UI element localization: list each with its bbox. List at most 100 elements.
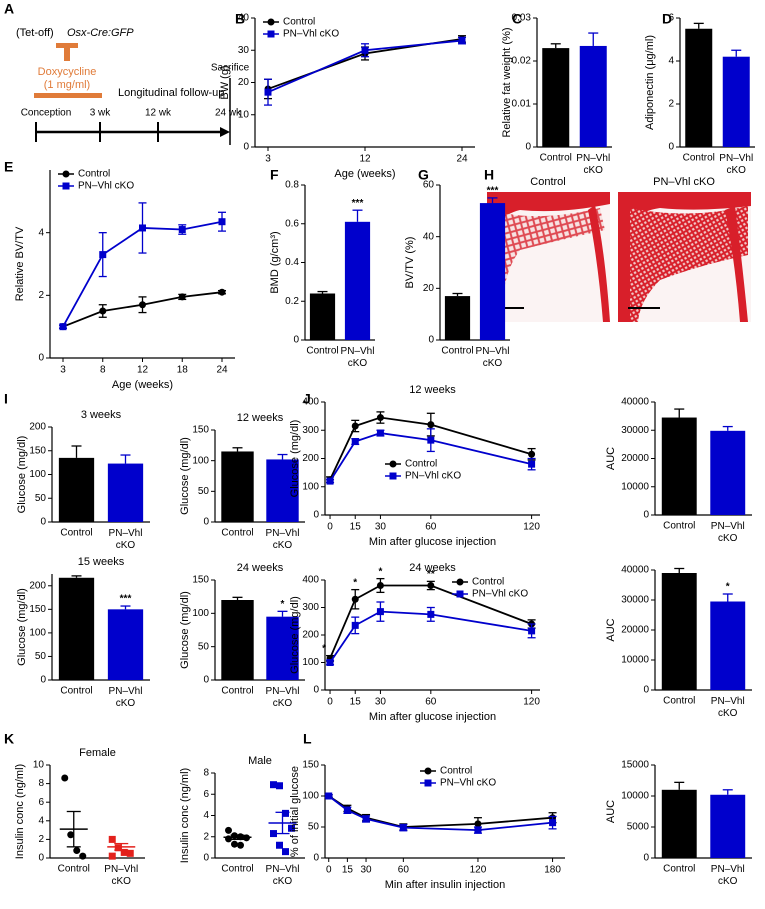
treatment-period — [34, 93, 102, 98]
x-axis-title: Min after glucose injection — [369, 536, 496, 548]
marker — [362, 815, 370, 823]
histology: H Control PN–Vhl cKO — [484, 167, 751, 322]
chart-title: 12 weeks — [237, 412, 284, 424]
y-tick-label: 200 — [29, 422, 46, 433]
y-tick-label: 30000 — [621, 595, 649, 606]
marker — [351, 438, 359, 446]
marker — [67, 831, 75, 839]
x-axis-title: Min after insulin injection — [385, 879, 505, 891]
y-axis-title: AUC — [605, 618, 617, 641]
y-tick-label: 0 — [38, 853, 44, 864]
y-tick-label: 100 — [302, 481, 319, 492]
y-tick-label: 0 — [40, 517, 46, 528]
marker — [139, 301, 146, 309]
legend-label: PN–Vhl cKO — [440, 778, 496, 789]
y-tick-label: 0.4 — [285, 257, 299, 268]
marker — [73, 847, 81, 855]
y-tick-label: 0.6 — [285, 218, 299, 229]
y-tick-label: 4 — [203, 810, 209, 821]
x-tick-label: 12 — [137, 365, 149, 376]
timepoint: Conception — [21, 108, 72, 119]
marker — [267, 30, 275, 38]
y-tick-label: 0.02 — [512, 56, 532, 67]
x-tick-label: 120 — [523, 697, 540, 708]
line — [328, 795, 553, 828]
x-tick-label: 15 — [350, 522, 362, 533]
y-tick-label: 30000 — [621, 425, 649, 436]
y-tick-label: 0 — [643, 685, 649, 696]
y-tick-label: 40000 — [621, 565, 649, 576]
timepoint: 12 wk — [145, 108, 172, 119]
y-tick-label: 300 — [302, 425, 319, 436]
marker — [120, 848, 128, 856]
panel-letter: F — [270, 167, 279, 183]
treatment: Doxycycline — [38, 66, 97, 78]
y-tick-label: 0 — [643, 510, 649, 521]
legend-label: Control — [440, 766, 472, 777]
y-axis-title: % of initial glucose — [289, 766, 301, 857]
legend-label: Control — [472, 577, 504, 588]
marker — [114, 844, 122, 852]
y-tick-label: 100 — [192, 455, 209, 466]
y-tick-label: 300 — [302, 602, 319, 613]
x-tick-label: 3 — [265, 154, 271, 165]
y-tick-label: 6 — [203, 789, 209, 800]
marker — [528, 450, 536, 458]
x-tick-label: 60 — [398, 865, 410, 876]
marker — [456, 590, 464, 598]
significance: *** — [487, 186, 499, 197]
x-tick-label: 15 — [350, 697, 362, 708]
bone-cortex — [725, 206, 748, 322]
legend-label: Control — [78, 169, 110, 180]
x-tick-label: 30 — [360, 865, 372, 876]
marker — [99, 251, 107, 259]
y-tick-label: 6 — [668, 13, 674, 24]
y-tick-label: 0 — [203, 517, 209, 528]
y-tick-label: 4 — [668, 56, 674, 67]
marker — [549, 819, 557, 827]
bar — [266, 459, 299, 522]
y-tick-label: 60 — [423, 180, 435, 191]
marker — [474, 820, 482, 828]
y-tick-label: 0 — [40, 675, 46, 686]
x-tick-label: 180 — [544, 865, 561, 876]
x-tick-label: 18 — [177, 365, 189, 376]
marker — [427, 610, 435, 618]
x-tick-label: Control — [221, 864, 253, 875]
marker — [376, 429, 384, 437]
marker — [326, 477, 334, 485]
y-tick-label: 0 — [203, 675, 209, 686]
marker — [276, 841, 283, 849]
panel-letter: J — [303, 391, 311, 407]
marker — [389, 472, 397, 480]
x-tick-label: PN–Vhl cKO — [109, 686, 143, 709]
panel-letter: I — [4, 391, 8, 407]
panel-letter: B — [235, 11, 245, 27]
trabecular-bone — [630, 206, 748, 322]
y-tick-label: 0 — [313, 853, 319, 864]
y-tick-label: 0 — [38, 353, 44, 364]
y-tick-label: 20 — [238, 77, 250, 88]
y-axis-title: Glucose (mg/dl) — [16, 436, 28, 514]
y-tick-label: 0 — [428, 335, 434, 346]
bone-cortex — [618, 192, 751, 322]
y-tick-label: 0 — [525, 142, 531, 153]
marker — [361, 46, 369, 54]
y-axis-title: Glucose (mg/dl) — [16, 588, 28, 666]
marker — [376, 414, 384, 422]
marker — [225, 826, 232, 834]
marker — [270, 781, 277, 789]
panel-letter: E — [4, 159, 13, 175]
y-tick-label: 0 — [203, 853, 209, 864]
panel-letter: H — [484, 167, 494, 183]
y-tick-label: 0 — [313, 510, 319, 521]
y-tick-label: 5000 — [627, 822, 650, 833]
x-tick-label: 15 — [342, 865, 354, 876]
marker — [389, 460, 397, 468]
y-tick-label: 4 — [38, 815, 44, 826]
y-tick-label: 15000 — [621, 760, 649, 771]
significance: * — [322, 643, 326, 654]
bar — [710, 794, 746, 858]
significance: * — [378, 566, 382, 577]
marker — [351, 595, 359, 603]
